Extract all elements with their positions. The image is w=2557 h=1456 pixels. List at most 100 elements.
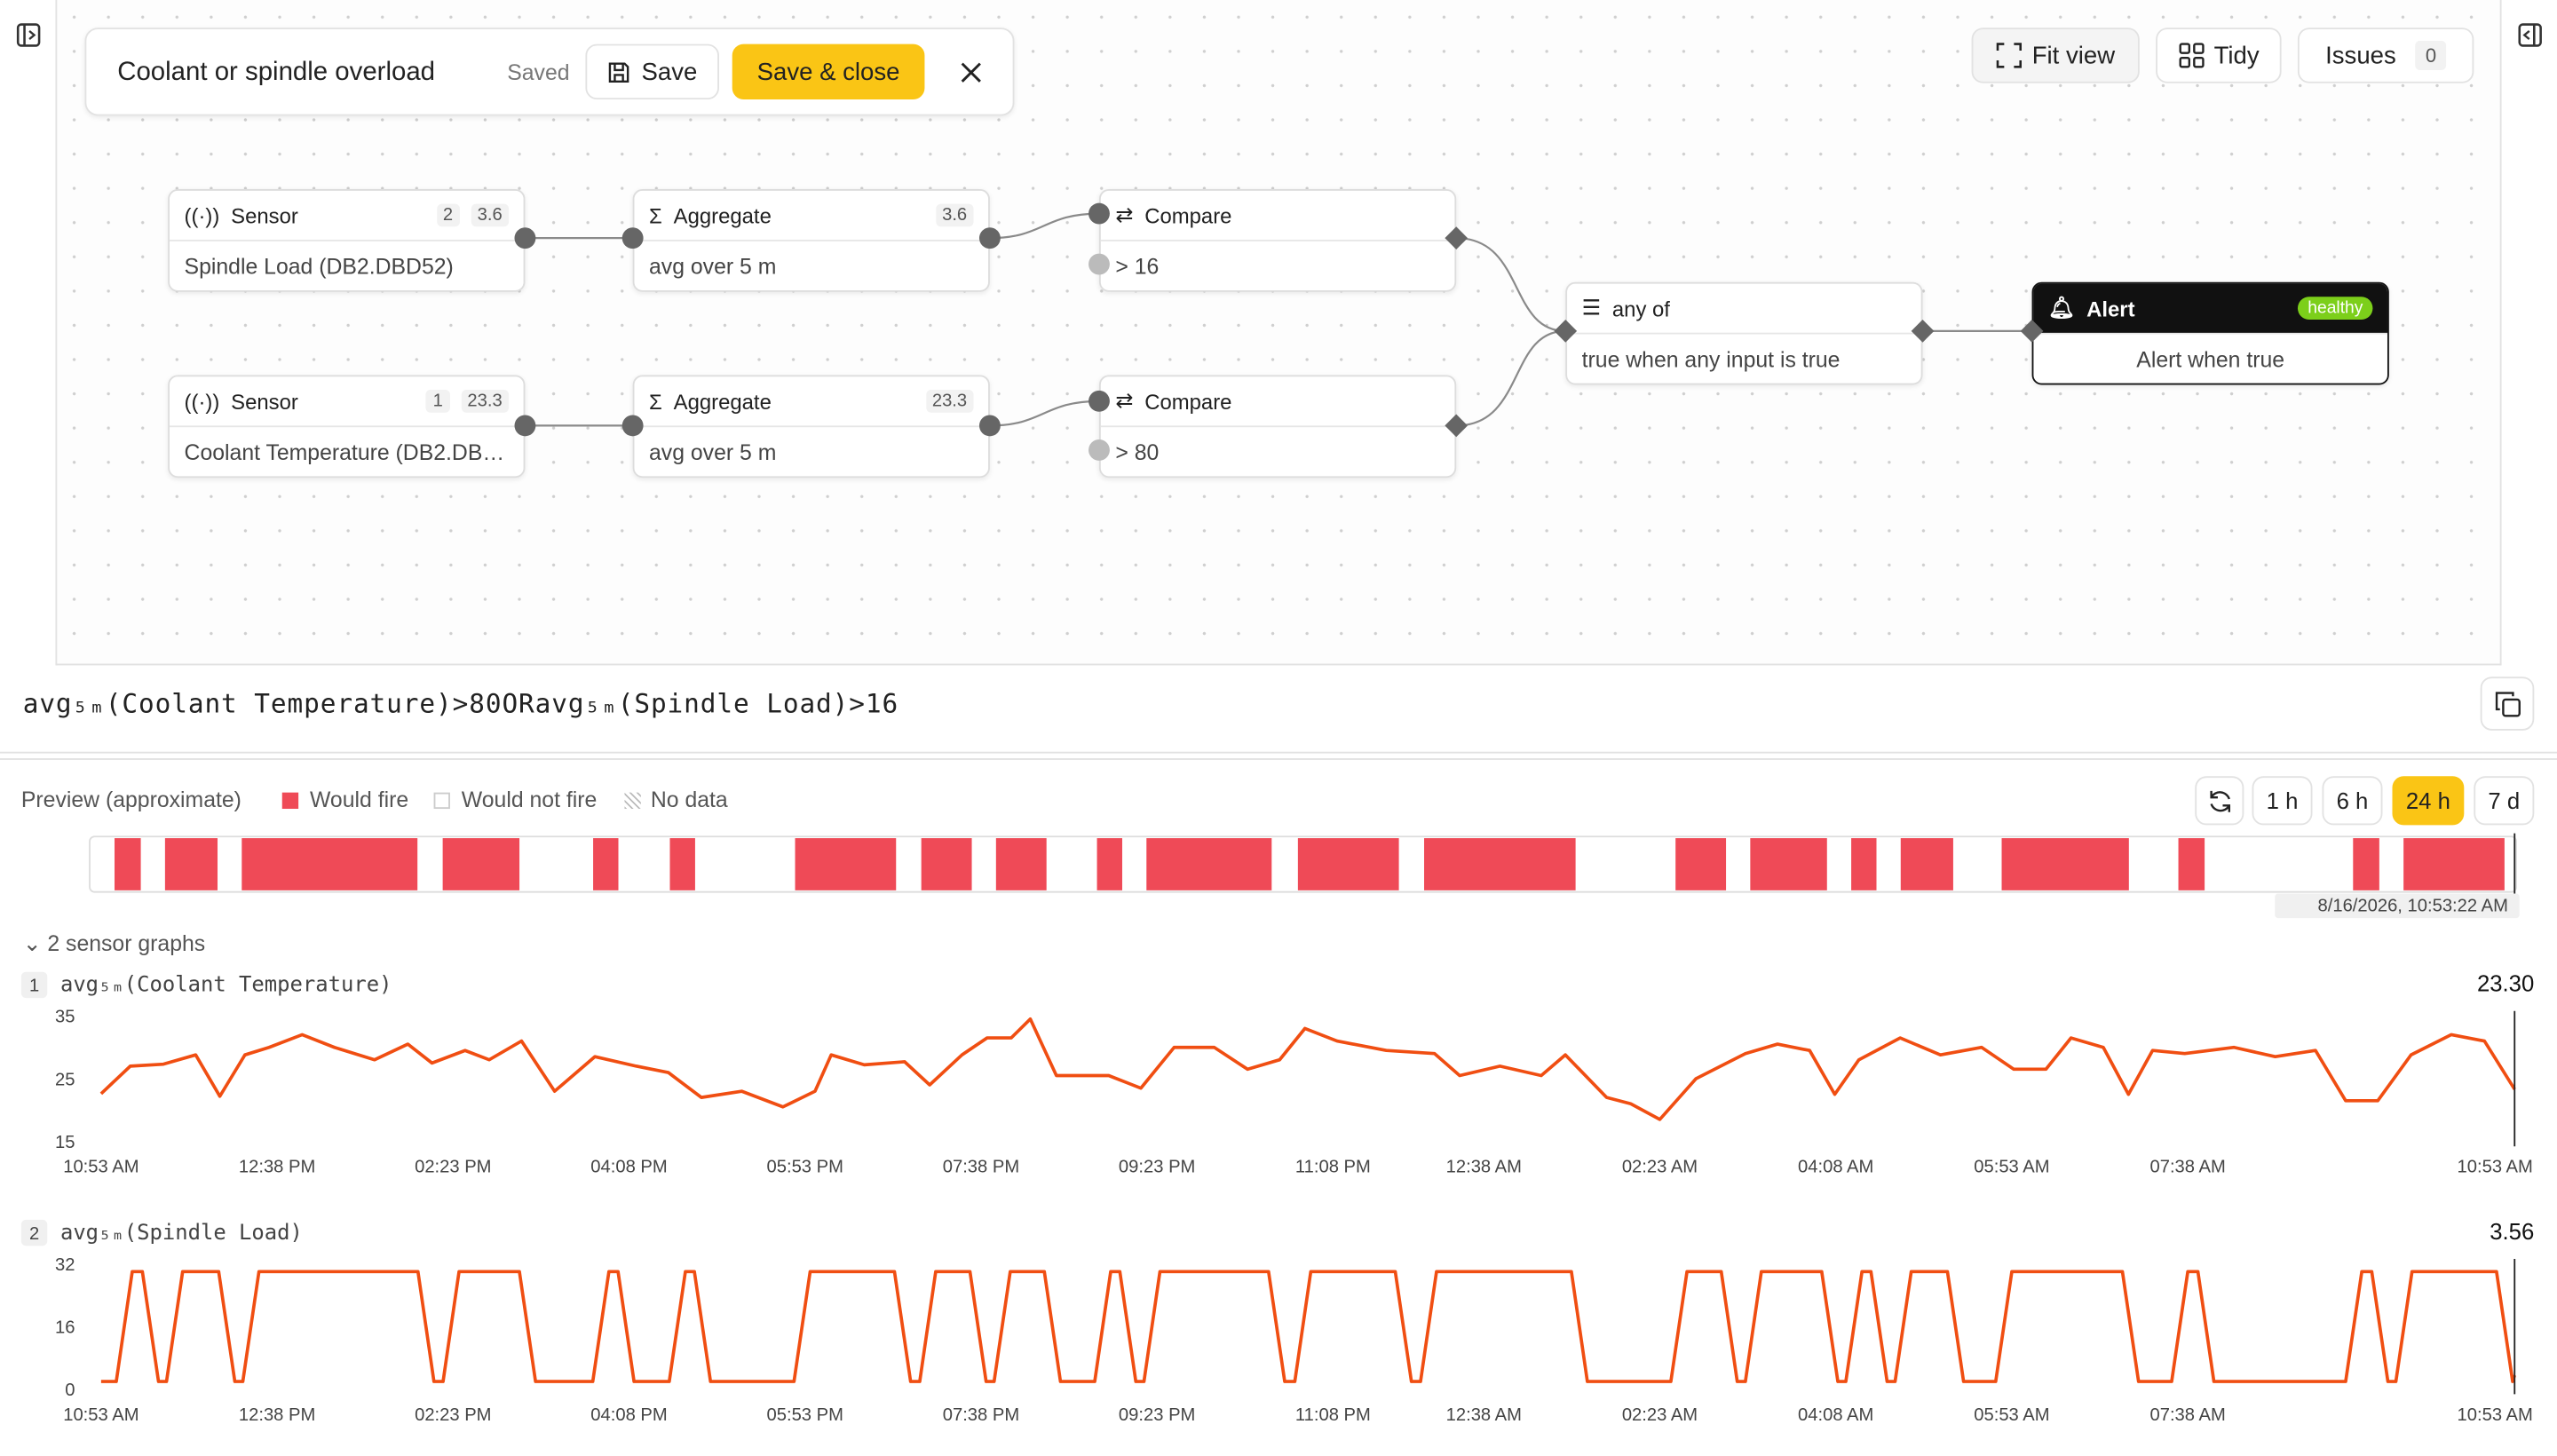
range-button[interactable]: 24 h	[2392, 776, 2465, 826]
x-tick-label: 02:23 PM	[415, 1158, 491, 1177]
port[interactable]	[1089, 253, 1110, 275]
fire-segment	[164, 838, 218, 890]
x-tick-label: 10:53 AM	[2458, 1405, 2533, 1425]
x-tick-label: 11:08 PM	[1295, 1158, 1371, 1177]
port[interactable]	[978, 227, 1001, 249]
copy-button[interactable]	[2480, 677, 2535, 731]
port[interactable]	[1554, 320, 1578, 343]
fire-segment	[921, 838, 972, 890]
fire-segment	[115, 838, 141, 890]
node-detail: avg over 5 m	[649, 254, 777, 280]
node-type: Sensor	[231, 202, 298, 228]
port[interactable]	[1445, 226, 1468, 250]
port[interactable]	[1089, 439, 1110, 461]
node-type: Aggregate	[673, 389, 772, 414]
x-tick-label: 12:38 PM	[239, 1158, 315, 1177]
timestamp-box	[2275, 893, 2520, 919]
index-badge	[20, 971, 48, 999]
x-tick-label: 02:23 AM	[1622, 1405, 1698, 1425]
sensor-icon: ((·))	[184, 202, 220, 228]
y-tick-label: 35	[55, 1008, 75, 1027]
fire-segment	[442, 838, 520, 890]
alert-status: healthy	[2298, 297, 2373, 320]
range-button[interactable]: 6 h	[2322, 776, 2383, 826]
legend-label: No data	[650, 787, 728, 812]
node-type: Compare	[1144, 389, 1232, 414]
node-type: Aggregate	[673, 202, 772, 228]
port[interactable]	[1911, 320, 1935, 343]
fire-segment	[2353, 838, 2379, 890]
index-badge	[20, 1219, 48, 1246]
node-type: any of	[1611, 296, 1670, 320]
legend-swatch	[624, 792, 641, 810]
sidebar-toggle[interactable]	[16, 23, 41, 48]
x-tick-label: 12:38 AM	[1446, 1405, 1522, 1425]
fire-segment	[795, 838, 897, 890]
panel-toggle[interactable]	[2518, 23, 2543, 48]
fire-segment	[1675, 838, 1727, 890]
fire-segment	[2403, 838, 2505, 890]
save-close-button[interactable]: Save & close	[732, 44, 925, 100]
divider	[0, 751, 2557, 760]
port[interactable]	[621, 227, 644, 249]
fire-segment	[2001, 838, 2129, 890]
fire-segment	[995, 838, 1047, 890]
aggregate-node[interactable]: Σ Aggregate 3.6 avg over 5 m	[632, 189, 990, 292]
compare-node[interactable]: ⇄ Compare > 16	[1098, 189, 1457, 292]
any-of-node[interactable]: ☰ any of true when any input is true	[1565, 281, 1923, 385]
legend-label: Would fire	[309, 787, 409, 812]
save-status: Saved	[507, 59, 570, 85]
y-tick-label: 16	[55, 1318, 75, 1338]
sensor-node[interactable]: ((·)) Sensor 1 23.3 Coolant Temperature (DB2…	[168, 375, 526, 479]
index: 1	[29, 977, 39, 996]
port[interactable]	[2020, 320, 2044, 343]
port[interactable]	[1089, 202, 1110, 225]
rule-title[interactable]: Coolant or spindle overload	[117, 59, 436, 87]
port[interactable]	[1445, 414, 1468, 438]
sum-icon: Σ	[649, 389, 662, 414]
node-detail: true when any input is true	[1581, 347, 1841, 372]
fire-segment	[1851, 838, 1877, 890]
node-badge: 2	[436, 203, 460, 227]
expression: avg₅ₘ(Coolant Temperature)>80ORavg₅ₘ(Spi…	[22, 688, 899, 720]
issues-button[interactable]: Issues 0	[2297, 28, 2474, 83]
edges	[525, 212, 2032, 427]
sum-icon: Σ	[649, 202, 662, 228]
copy-icon	[2494, 691, 2521, 716]
refresh-button[interactable]	[2195, 776, 2244, 826]
graphs-toggle[interactable]: ⌄ 2 sensor graphs	[23, 931, 205, 957]
port[interactable]	[514, 227, 536, 249]
list-icon: ☰	[1581, 295, 1602, 320]
node-detail: > 16	[1115, 254, 1160, 280]
alert-node[interactable]: 🔔︎ Alert healthy Alert when true	[2031, 281, 2389, 385]
timestamp: 8/16/2026, 10:53:22 AM	[2318, 897, 2508, 916]
fit-label: Fit view	[2031, 41, 2116, 70]
port[interactable]	[1089, 390, 1110, 412]
port[interactable]	[514, 415, 536, 437]
save-button[interactable]: Save	[585, 44, 720, 100]
tidy-button[interactable]: Tidy	[2156, 28, 2282, 83]
sensor-node[interactable]: ((·)) Sensor 2 3.6 Spindle Load (DB2.DBD52)	[168, 189, 526, 292]
node-detail: Coolant Temperature (DB2.DB…	[184, 439, 505, 465]
close-button[interactable]	[961, 62, 982, 83]
sensor-line	[100, 1270, 2516, 1383]
node-type: Compare	[1144, 202, 1232, 228]
legend-swatch	[281, 792, 299, 810]
fit-view-button[interactable]: Fit view	[1971, 28, 2140, 83]
range-button[interactable]: 1 h	[2252, 776, 2313, 826]
legend-label: Would not fire	[461, 787, 598, 812]
node-value: 23.3	[925, 389, 974, 413]
preview-title: Preview (approximate)	[20, 787, 241, 812]
x-tick-label: 05:53 AM	[1974, 1405, 2049, 1425]
node-type: Sensor	[231, 389, 298, 414]
edge	[1456, 237, 1566, 332]
port[interactable]	[621, 415, 644, 437]
toolbar: Coolant or spindle overload Saved Save S…	[84, 28, 1015, 116]
port[interactable]	[978, 415, 1001, 437]
graph-label: avg₅ₘ(Spindle Load)	[60, 1220, 303, 1245]
range-button[interactable]: 7 d	[2474, 776, 2535, 826]
index: 2	[29, 1224, 39, 1244]
save-close-label: Save & close	[756, 58, 900, 86]
